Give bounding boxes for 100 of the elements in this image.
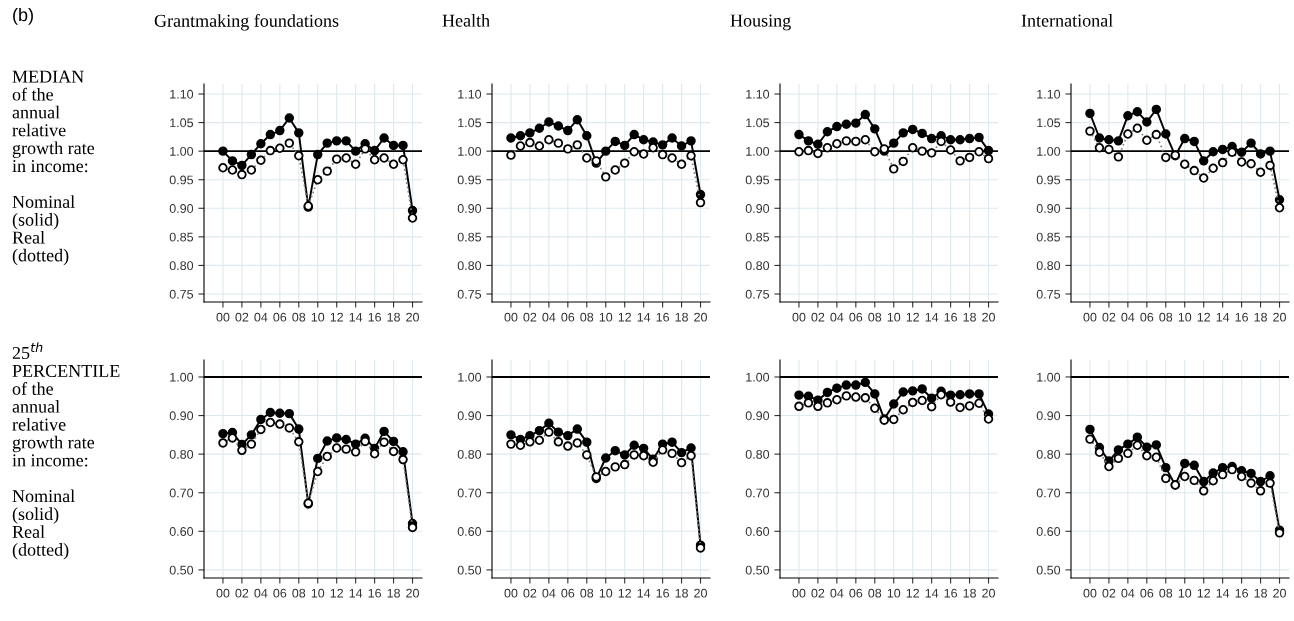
x-tick-label: 04	[1121, 312, 1135, 322]
text: 25$^{th}$ PERCENTILE of the annual relative growth rate in income: Nominal (solid) Real (dotted)	[12, 342, 120, 560]
x-tick-label: 16	[944, 588, 958, 598]
x-tick-label: 06	[561, 312, 575, 322]
x-tick-label: 18	[387, 588, 400, 598]
y-tick-label: 0.90	[1036, 204, 1061, 213]
x-tick-label: 02	[523, 588, 537, 598]
x-tick-label: 16	[1235, 588, 1249, 598]
x-tick-label: 00	[1083, 312, 1097, 322]
y-tick-label: 0.70	[745, 488, 770, 498]
x-tick-label: 16	[656, 588, 670, 598]
x-tick-label: 20	[406, 588, 419, 598]
x-tick-label: 10	[599, 312, 613, 322]
y-tick-label: 0.80	[457, 261, 482, 271]
y-tick-label: 0.95	[1036, 175, 1061, 185]
x-tick-label: 16	[944, 312, 958, 322]
x-tick-label: 18	[675, 312, 688, 322]
x-tick-label: 16	[656, 312, 670, 322]
x-tick-label: 10	[599, 588, 613, 598]
x-tick-label: 12	[618, 588, 632, 598]
x-tick-label: 14	[349, 588, 363, 598]
x-tick-label: 18	[1254, 312, 1267, 322]
x-tick-label: 10	[1178, 312, 1192, 322]
y-tick-label: 1.10	[1037, 89, 1061, 99]
x-tick-label: 20	[982, 588, 995, 598]
x-tick-label: 04	[254, 312, 268, 322]
y-tick-label: 0.80	[169, 449, 194, 459]
y-tick-label: 1.00	[1037, 372, 1061, 382]
x-tick-label: 10	[311, 312, 325, 322]
x-tick-label: 14	[925, 588, 939, 598]
chart-title: Housing	[730, 14, 791, 31]
chart-title: Health	[442, 14, 490, 27]
y-tick-label: 0.60	[1036, 527, 1061, 536]
x-tick-label: 02	[235, 588, 249, 598]
y-tick-label: 1.05	[170, 118, 194, 128]
x-tick-label: 06	[849, 588, 863, 598]
x-tick-label: 12	[906, 588, 920, 598]
y-tick-label: 0.75	[1036, 289, 1061, 299]
y-tick-label: 1.00	[170, 146, 194, 156]
x-tick-label: 04	[254, 588, 268, 598]
y-tick-label: 1.00	[458, 146, 482, 156]
y-tick-label: 1.10	[458, 89, 482, 99]
x-tick-label: 02	[1102, 588, 1116, 598]
x-tick-label: 08	[580, 312, 594, 322]
x-tick-label: 16	[1235, 312, 1249, 322]
y-tick-label: 0.80	[745, 449, 770, 459]
y-tick-label: 1.10	[170, 89, 194, 99]
x-tick-label: 02	[1102, 312, 1116, 322]
x-tick-label: 06	[561, 588, 575, 598]
y-tick-label: 0.95	[169, 175, 194, 185]
y-tick-label: 0.70	[457, 488, 482, 498]
y-tick-label: 0.75	[457, 289, 482, 299]
x-tick-label: 00	[504, 312, 518, 322]
text: (b)	[13, 8, 33, 25]
x-tick-label: 20	[406, 312, 419, 322]
y-tick-label: 0.90	[457, 411, 482, 421]
y-tick-label: 0.80	[745, 261, 770, 271]
y-tick-label: 1.00	[1037, 146, 1061, 156]
chart-title: Grantmaking foundations	[154, 14, 339, 31]
y-tick-label: 0.90	[745, 204, 770, 213]
y-tick-label: 0.95	[457, 175, 482, 185]
x-tick-label: 18	[675, 588, 688, 598]
y-tick-label: 0.90	[169, 411, 194, 421]
text: MEDIAN of the annual relative growth rate in income: Nominal (solid) Real (dotted)	[12, 70, 95, 266]
y-tick-label: 0.90	[1036, 411, 1061, 421]
y-tick-label: 0.50	[169, 565, 194, 575]
x-tick-label: 00	[792, 588, 806, 598]
y-tick-label: 0.80	[457, 449, 482, 459]
x-tick-label: 14	[1216, 312, 1230, 322]
x-tick-label: 14	[1216, 588, 1230, 598]
x-tick-label: 04	[1121, 588, 1135, 598]
y-tick-label: 0.50	[457, 565, 482, 575]
x-tick-label: 12	[330, 312, 344, 322]
y-tick-label: 0.95	[745, 175, 770, 185]
y-tick-label: 0.50	[1036, 565, 1061, 575]
y-tick-label: 0.90	[457, 204, 482, 213]
x-tick-label: 04	[830, 312, 844, 322]
x-tick-label: 12	[618, 312, 632, 322]
y-tick-label: 0.75	[169, 289, 194, 299]
x-tick-label: 00	[1083, 588, 1097, 598]
x-tick-label: 02	[523, 312, 537, 322]
x-tick-label: 02	[811, 312, 825, 322]
y-tick-label: 1.05	[1037, 118, 1061, 128]
x-tick-label: 18	[1254, 588, 1267, 598]
x-tick-label: 06	[1140, 312, 1154, 322]
x-tick-label: 10	[887, 312, 901, 322]
x-tick-label: 14	[349, 312, 363, 322]
x-tick-label: 06	[849, 312, 863, 322]
y-tick-label: 0.50	[745, 565, 770, 575]
y-tick-label: 1.00	[170, 372, 194, 382]
x-tick-label: 04	[830, 588, 844, 598]
y-tick-label: 1.00	[458, 372, 482, 382]
x-tick-label: 08	[1159, 312, 1173, 322]
y-tick-label: 0.60	[745, 527, 770, 536]
y-tick-label: 1.00	[746, 146, 770, 156]
y-tick-label: 1.05	[458, 118, 482, 128]
y-tick-label: 0.70	[169, 488, 194, 498]
x-tick-label: 20	[694, 312, 707, 322]
y-tick-label: 0.85	[1036, 232, 1061, 242]
x-tick-label: 02	[235, 312, 249, 322]
